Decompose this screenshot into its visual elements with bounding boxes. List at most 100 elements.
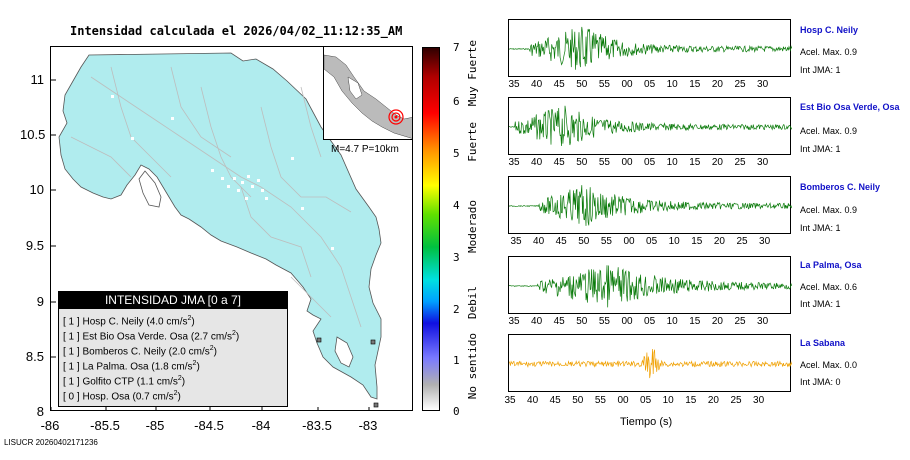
waveform-tick-label: 50 <box>576 157 588 168</box>
waveform-tick-label: 15 <box>689 157 701 168</box>
waveform-plot <box>509 348 792 379</box>
waveform-tick-label: 50 <box>578 236 590 247</box>
station-name[interactable]: Bomberos C. Neily <box>800 182 881 192</box>
intensity-map[interactable]: M=4.7 P=10km INTENSIDAD JMA [0 a 7] [ 1 … <box>50 46 413 411</box>
waveform-tick-label: 30 <box>757 79 769 90</box>
colorbar-category: Fuerte <box>466 122 479 162</box>
waveform-tick-label: 05 <box>644 157 656 168</box>
station-acel: Acel. Max. 0.0 <box>800 360 858 370</box>
station-name[interactable]: La Palma, Osa <box>800 260 862 270</box>
waveform-tick-label: 35 <box>508 157 520 168</box>
waveform-plot <box>509 265 792 308</box>
intensity-legend: INTENSIDAD JMA [0 a 7] [ 1 ] Hosp C. Nei… <box>58 291 288 407</box>
legend-row: [ 1 ] Golfito CTP (1.1 cm/s2) <box>63 375 186 388</box>
waveform-tick-label: 25 <box>736 236 748 247</box>
colorbar-tick: 4 <box>453 199 460 212</box>
waveform-tick-label: 40 <box>531 316 543 327</box>
waveform-tick-label: 25 <box>734 316 746 327</box>
colorbar-category: Debil <box>466 286 479 320</box>
waveform-panel <box>508 19 792 77</box>
station-intensity: Int JMA: 1 <box>800 223 841 233</box>
legend-row: [ 0 ] Hosp. Osa (0.7 cm/s2) <box>63 390 181 403</box>
waveform-tick-label: 45 <box>553 79 565 90</box>
station-name[interactable]: Est Bio Osa Verde, Osa <box>800 102 900 112</box>
roads <box>70 66 362 328</box>
waveform-tick-label: 40 <box>531 79 543 90</box>
waveform-tick-label: 00 <box>621 316 633 327</box>
colorbar-tick: 3 <box>453 251 460 264</box>
town-markers <box>111 95 334 250</box>
waveform-tick-label: 30 <box>757 157 769 168</box>
map-ticks <box>51 79 370 410</box>
waveform-tick-label: 15 <box>689 79 701 90</box>
waveform-tick-label: 10 <box>666 157 678 168</box>
costa-rica-map <box>51 52 382 410</box>
waveform-panel <box>508 256 792 314</box>
waveform-tick-label: 55 <box>600 236 612 247</box>
y-tick-label: 8 <box>36 404 44 419</box>
station-acel: Acel. Max. 0.9 <box>800 205 858 215</box>
waveform-tick-label: 40 <box>527 395 539 406</box>
colorbar-tick: 2 <box>453 303 460 316</box>
station-acel: Acel. Max. 0.6 <box>800 282 858 292</box>
location-inset <box>323 47 412 140</box>
waveform-tick-label: 05 <box>644 316 656 327</box>
waveform-tick-label: 05 <box>646 236 658 247</box>
waveform-tick-label: 10 <box>668 236 680 247</box>
legend-row: [ 1 ] Hosp C. Neily (4.0 cm/s2) <box>63 315 195 328</box>
waveform-tick-label: 45 <box>553 316 565 327</box>
station-intensity: Int JMA: 1 <box>800 144 841 154</box>
station-intensity: Int JMA: 0 <box>800 377 841 387</box>
waveform-trace <box>509 105 792 147</box>
x-tick-label: -83 <box>358 418 378 433</box>
waveform-tick-label: 30 <box>757 316 769 327</box>
x-tick-label: -85 <box>145 418 165 433</box>
waveform-tick-label: 15 <box>685 395 697 406</box>
waveform-plot <box>509 105 792 147</box>
waveform-tick-label: 25 <box>730 395 742 406</box>
x-tick-label: -83.5 <box>302 418 332 433</box>
legend-row: [ 1 ] La Palma. Osa (1.8 cm/s2) <box>63 360 200 373</box>
y-tick-label: 8.5 <box>25 349 44 364</box>
colorbar-category: Moderado <box>466 200 479 253</box>
waveform-panel <box>508 176 792 234</box>
waveform-tick-label: 20 <box>713 236 725 247</box>
station-intensity: Int JMA: 1 <box>800 65 841 75</box>
waveform-tick-label: 10 <box>666 79 678 90</box>
waveform-tick-label: 45 <box>553 157 565 168</box>
waveform-tick-label: 10 <box>662 395 674 406</box>
time-axis-label: Tiempo (s) <box>620 416 673 428</box>
epicenter-icon <box>394 115 398 119</box>
y-tick-label: 10.5 <box>20 127 46 142</box>
intensity-colorbar <box>422 47 440 411</box>
waveform-tick-label: 35 <box>504 395 516 406</box>
colorbar-category: Muy Fuerte <box>466 40 479 107</box>
waveform-tick-label: 20 <box>711 79 723 90</box>
footer-code: LISUCR 20260402171236 <box>4 438 98 447</box>
colorbar-tick: 5 <box>453 147 460 160</box>
colorbar-tick: 6 <box>453 95 460 108</box>
y-tick-label: 9 <box>36 294 44 309</box>
station-name[interactable]: La Sabana <box>800 338 846 348</box>
station-name[interactable]: Hosp C. Neily <box>800 25 859 35</box>
map-title: Intensidad calculada el 2026/04/02_11:12… <box>70 24 403 38</box>
colorbar-category: No sentido <box>466 333 479 400</box>
station-markers <box>316 337 379 408</box>
waveform-tick-label: 00 <box>617 395 629 406</box>
waveform-tick-label: 50 <box>576 316 588 327</box>
golfo-dulce <box>334 336 354 368</box>
waveform-tick-label: 00 <box>623 236 635 247</box>
waveform-tick-label: 05 <box>640 395 652 406</box>
inset-map <box>324 54 412 139</box>
waveform-tick-label: 35 <box>508 316 520 327</box>
waveform-tick-label: 50 <box>576 79 588 90</box>
y-tick-label: 10 <box>29 182 44 197</box>
gulf-of-nicoya <box>138 170 162 208</box>
waveform-tick-label: 30 <box>759 236 771 247</box>
waveform-tick-label: 00 <box>621 79 633 90</box>
colorbar-tick: 7 <box>453 41 460 54</box>
colorbar-tick: 1 <box>453 354 460 367</box>
x-tick-label: -85.5 <box>90 418 120 433</box>
waveform-tick-label: 00 <box>621 157 633 168</box>
waveform-tick-label: 20 <box>711 316 723 327</box>
